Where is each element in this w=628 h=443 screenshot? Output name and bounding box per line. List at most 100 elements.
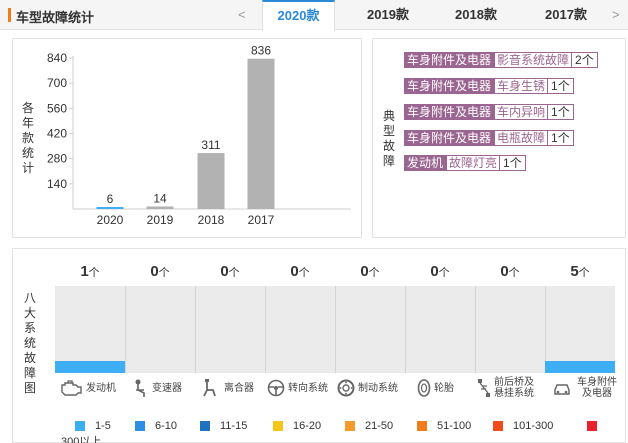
clutch-pedal-icon [203,379,216,397]
car-body-icon [554,384,570,395]
system-label-engine[interactable]: 发动机 [59,377,116,399]
system-count-body: 5个 [545,263,615,281]
side-char: 系 [23,321,36,335]
system-label-suspension[interactable]: 前后桥及悬挂系统 [477,377,547,399]
fault-count: 1个 [500,155,526,171]
engine-icon [61,380,82,396]
legend-label: 21-50 [365,420,394,432]
grid-divider [405,286,406,373]
legend-item-21-50: 21-50 [345,419,393,433]
side-char: 统 [21,146,34,160]
brake-disc-icon [337,379,355,397]
legend-swatch [200,421,210,431]
fault-count: 1个 [548,104,574,120]
legend-item-11-15: 11-15 [200,419,247,433]
system-count-engine: 1个 [55,263,125,281]
fault-count: 1个 [548,130,574,146]
count-value: 0 [430,263,439,280]
tab-2018[interactable]: 2018款 [455,7,497,22]
system-label-transmission[interactable]: 变速器 [133,377,182,399]
fault-item[interactable]: 车身附件及电器 车内异响 1个 [404,104,574,120]
legend-label: 11-15 [220,420,248,432]
faults-side-label: 典 型 故 障 [382,109,396,169]
fault-item[interactable]: 发动机 故障灯亮 1个 [404,155,526,171]
yearly-bar-chart: 140 280 420 560 700 840 6 2020 14 2019 311 2018 836 2… [47,44,351,227]
page-title: 车型故障统计 [16,10,95,25]
side-char: 年 [21,116,34,130]
fault-category: 车身附件及电器 [404,78,495,94]
system-count-suspension: 0个 [475,263,545,281]
fault-item[interactable]: 车身附件及电器 电瓶故障 1个 [404,130,574,146]
legend-label: 16-20 [293,420,322,432]
x-tick-label: 2017 [248,213,275,227]
engine-fault-bar[interactable] [55,361,125,373]
tire-icon [417,379,431,397]
grid-divider [335,286,336,373]
tab-2020[interactable]: 2020款 [262,0,335,31]
side-char: 障 [382,154,395,168]
x-tick-label: 2020 [97,213,124,227]
system-name: 发动机 [86,382,116,394]
typical-faults-panel: 典 型 故 障 车身附件及电器 影音系统故障 2个 车身附件及电器 车身生锈 1… [372,38,626,238]
yearly-stats-panel: 各 年 款 统 计 140 280 420 560 700 840 6 2020 14 2019 3… [12,38,362,238]
legend-swatch [135,421,145,431]
bar-value-label: 836 [251,44,271,58]
system-label-tire[interactable]: 轮胎 [417,377,454,399]
prev-arrow-icon[interactable]: < [238,7,246,22]
tab-2019[interactable]: 2019款 [367,7,409,22]
eight-systems-panel: 八 大 系 统 故 障 图 1个 0个 0个 0个 0个 0个 0个 5个 发动… [12,248,626,443]
system-label-clutch[interactable]: 离合器 [203,377,254,399]
tab-2017[interactable]: 2017款 [545,7,587,22]
y-tick-label: 420 [47,127,67,141]
grid-divider [475,286,476,373]
legend-label: 51-100 [437,420,472,432]
system-count-clutch: 0个 [195,263,265,281]
system-name: 前后桥及悬挂系统 [494,377,534,399]
next-arrow-icon[interactable]: > [612,7,620,22]
system-name: 变速器 [152,382,182,394]
body-fault-bar[interactable] [545,361,615,373]
fault-item[interactable]: 车身附件及电器 影音系统故障 2个 [404,52,598,68]
y-tick-label: 700 [47,76,67,90]
system-name: 制动系统 [358,382,398,394]
count-unit: 个 [368,267,380,279]
systems-side-label: 八 大 系 统 故 障 图 [23,291,37,396]
bar-2020 [96,207,124,209]
system-label-steering[interactable]: 转向系统 [267,377,328,399]
steering-wheel-icon [267,379,285,397]
legend-item-101-300: 101-300 [493,419,553,433]
system-name: 转向系统 [288,382,328,394]
side-char: 图 [23,381,36,395]
bar-value-label: 6 [107,192,114,206]
bar-2017 [247,58,275,209]
fault-item[interactable]: 车身附件及电器 车身生锈 1个 [404,78,574,94]
side-char: 款 [21,131,34,145]
legend-swatch [493,421,503,431]
side-char: 大 [23,306,36,320]
legend-label-300-plus: 300以上 [61,436,102,443]
legend-swatch [273,421,283,431]
legend-label: 1-5 [95,420,111,432]
system-label-brake[interactable]: 制动系统 [337,377,398,399]
count-value: 0 [220,263,229,280]
side-char: 八 [23,291,36,305]
fault-issue: 故障灯亮 [446,155,501,171]
side-char: 故 [382,139,395,153]
legend-item-16-20: 16-20 [273,419,321,433]
fault-category: 发动机 [404,155,447,171]
fault-category: 车身附件及电器 [404,52,495,68]
system-name: 离合器 [224,382,254,394]
y-tick-label: 280 [47,152,67,166]
system-label-body[interactable]: 车身附件及电器 [553,377,625,399]
systems-grid [55,286,615,373]
legend-item-300-plus [587,419,607,433]
count-unit: 个 [508,267,520,279]
legend-swatch [417,421,427,431]
side-char: 各 [21,101,34,115]
fault-issue: 影音系统故障 [494,52,573,68]
gear-shift-icon [135,379,145,397]
side-char: 典 [382,109,395,123]
legend-label: 101-300 [513,420,554,432]
suspension-icon [478,379,490,397]
fault-count: 2个 [572,52,598,68]
